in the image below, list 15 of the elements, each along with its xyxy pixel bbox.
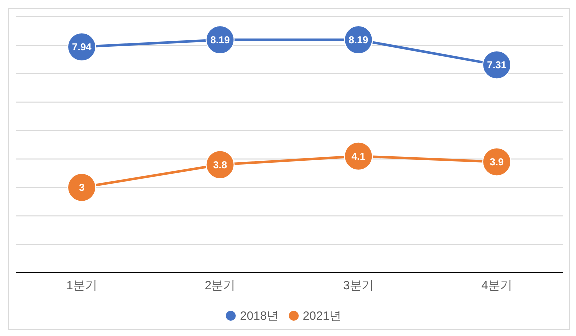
data-label: 8.19 <box>210 36 230 47</box>
data-label: 4.1 <box>352 152 366 163</box>
data-label: 3.9 <box>490 158 504 169</box>
data-label: 3 <box>79 183 86 194</box>
data-label: 7.94 <box>72 42 92 54</box>
point <box>68 173 96 202</box>
data-label: 3.8 <box>213 160 228 172</box>
data-label: 7.31 <box>487 60 508 72</box>
x-tick-label: 3분기 <box>343 278 374 293</box>
legend-label: 2018년 <box>240 309 279 323</box>
legend-label: 2021년 <box>303 309 342 323</box>
x-tick-label: 1분기 <box>66 278 98 293</box>
x-tick-label: 4분기 <box>482 278 512 293</box>
x-tick-label: 2분기 <box>204 278 236 293</box>
data-label: 8.19 <box>348 36 369 47</box>
